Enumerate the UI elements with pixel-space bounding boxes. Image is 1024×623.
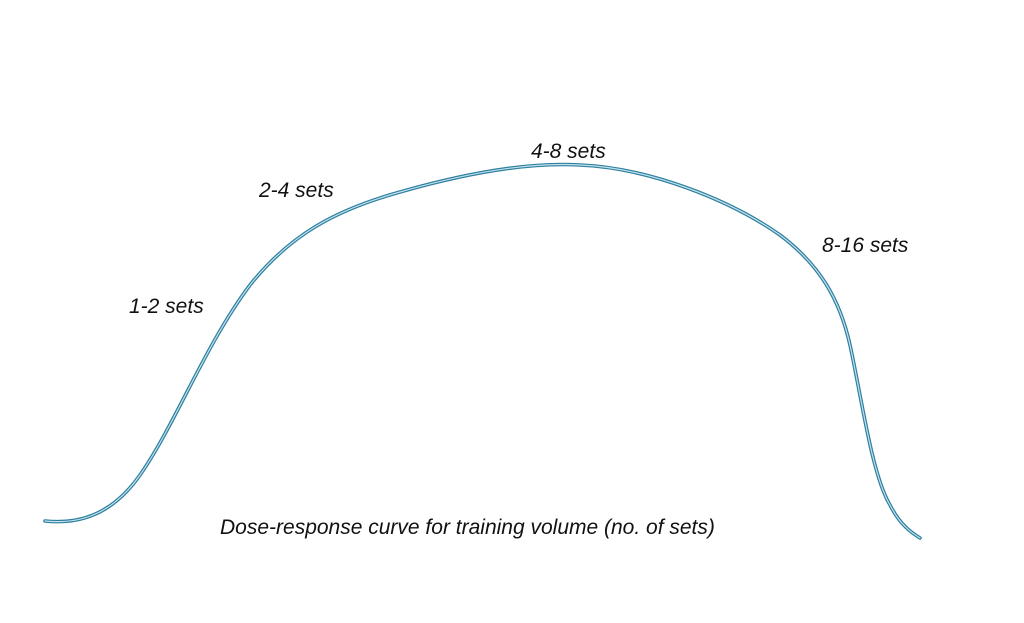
label-2-4-sets: 2-4 sets xyxy=(258,179,334,202)
diagram-caption: Dose-response curve for training volume … xyxy=(220,516,715,539)
label-4-8-sets: 4-8 sets xyxy=(531,140,606,163)
label-1-2-sets: 1-2 sets xyxy=(129,295,204,318)
label-8-16-sets: 8-16 sets xyxy=(822,234,909,257)
dose-response-curve-outline xyxy=(43,162,922,540)
dose-response-curve xyxy=(44,163,921,539)
